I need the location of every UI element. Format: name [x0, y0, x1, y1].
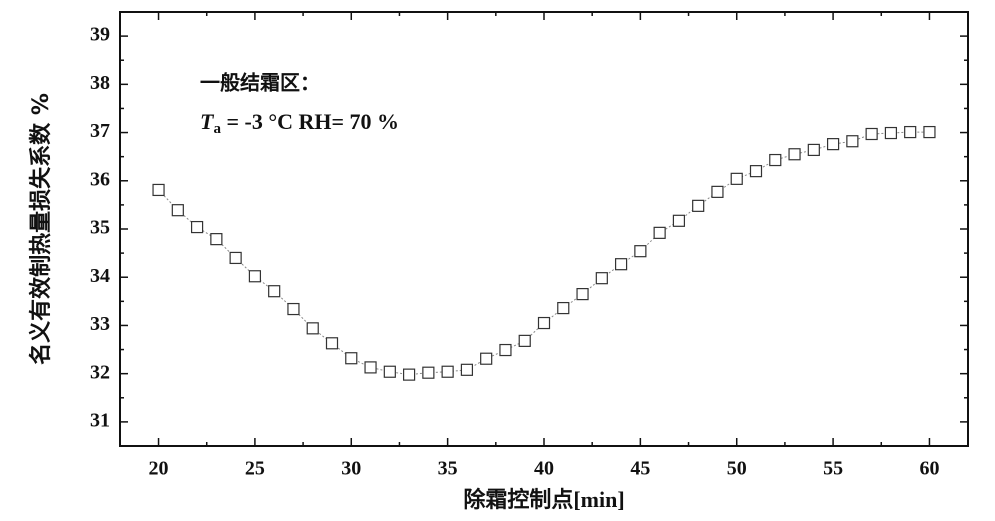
point-marker [152, 183, 165, 197]
annotation: Ta = -3 °C RH= 70 % [200, 109, 399, 137]
y-tick-label: 31 [90, 409, 110, 431]
y-tick-label: 37 [90, 120, 110, 142]
y-axis-label: 名义有效制热量损失系数 % [28, 93, 54, 365]
point-marker [480, 352, 493, 365]
point-marker [460, 363, 474, 376]
annotation-subscript: a [213, 121, 221, 137]
point-marker [923, 125, 936, 139]
point-marker [865, 127, 878, 141]
annotation: 一般结霜区： [200, 71, 320, 95]
point-marker [210, 233, 223, 246]
point-marker [576, 288, 589, 301]
point-marker [807, 143, 820, 157]
point-marker [884, 126, 898, 140]
point-marker [846, 135, 859, 148]
y-tick-label: 32 [90, 361, 110, 383]
point-marker [499, 343, 512, 357]
point-marker [345, 352, 358, 365]
point-marker [653, 226, 666, 239]
point-marker [769, 153, 782, 167]
x-tick-label: 35 [438, 458, 458, 480]
point-marker [248, 270, 262, 283]
y-tick-label: 36 [90, 168, 110, 190]
y-tick-label: 35 [90, 217, 110, 239]
annotation-text: = -3 °C RH= 70 % [221, 109, 399, 134]
point-marker [364, 361, 377, 374]
point-marker [672, 214, 686, 227]
point-marker [306, 322, 319, 335]
x-axis-label: 除霜控制点[min] [463, 487, 624, 512]
point-marker [402, 368, 416, 381]
point-marker [190, 220, 204, 234]
point-marker [441, 365, 454, 378]
point-marker [518, 334, 531, 347]
x-tick-label: 25 [245, 458, 265, 480]
point-marker [229, 251, 242, 265]
point-marker [557, 301, 570, 315]
x-tick-label: 55 [823, 458, 843, 480]
x-tick-label: 60 [919, 458, 939, 480]
x-tick-label: 30 [341, 458, 361, 480]
point-marker [614, 258, 628, 271]
point-marker [422, 366, 435, 379]
point-marker [287, 302, 300, 316]
x-tick-label: 40 [534, 458, 554, 480]
annotation-symbol: T [200, 109, 215, 134]
y-tick-label: 33 [90, 313, 110, 335]
y-tick-label: 34 [90, 265, 110, 287]
x-tick-label: 20 [149, 458, 169, 480]
point-marker [788, 148, 801, 161]
y-tick-label: 38 [90, 72, 110, 94]
point-marker [325, 337, 339, 350]
x-tick-label: 50 [727, 458, 747, 480]
x-tick-label: 45 [630, 458, 650, 480]
point-marker [171, 204, 184, 217]
point-marker [634, 245, 647, 258]
point-marker [749, 165, 763, 178]
point-marker [826, 138, 840, 151]
point-marker [595, 272, 608, 285]
point-marker [383, 365, 396, 378]
point-marker [904, 125, 917, 139]
point-marker [711, 185, 724, 198]
y-tick-label: 39 [90, 24, 110, 46]
series-line [158, 131, 930, 376]
point-marker [268, 285, 281, 298]
point-marker [537, 316, 551, 330]
point-marker [692, 199, 705, 212]
point-marker [730, 172, 743, 185]
